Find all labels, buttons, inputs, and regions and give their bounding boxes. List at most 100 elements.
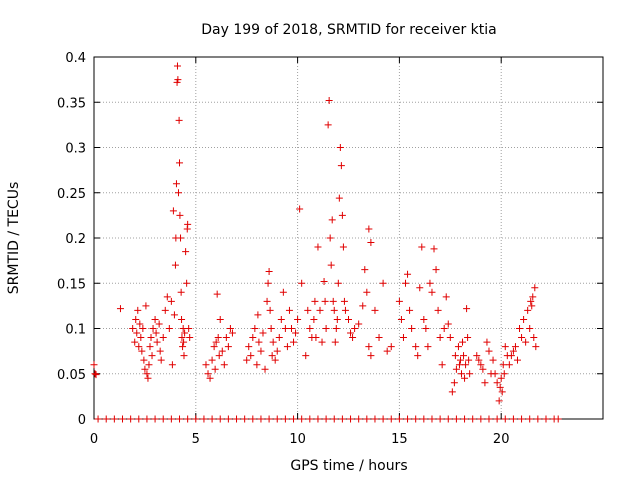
data-point bbox=[451, 352, 459, 360]
data-point bbox=[176, 159, 184, 167]
data-point bbox=[151, 315, 159, 323]
data-point bbox=[220, 361, 228, 369]
data-point bbox=[355, 415, 363, 423]
data-point bbox=[178, 334, 186, 342]
data-point bbox=[406, 306, 414, 314]
data-point bbox=[455, 361, 463, 369]
data-point bbox=[210, 343, 218, 351]
data-point bbox=[127, 415, 135, 423]
data-point bbox=[489, 356, 497, 364]
data-point bbox=[174, 76, 182, 84]
data-point bbox=[156, 347, 164, 355]
x-tick-label: 10 bbox=[289, 432, 306, 447]
data-point bbox=[129, 325, 137, 332]
data-point bbox=[208, 415, 216, 423]
data-point bbox=[264, 279, 272, 287]
data-point bbox=[387, 415, 395, 423]
data-point bbox=[152, 329, 160, 337]
data-point bbox=[452, 365, 460, 373]
data-point bbox=[267, 325, 275, 332]
data-point bbox=[316, 306, 324, 314]
data-point bbox=[438, 361, 446, 369]
data-point bbox=[167, 297, 175, 305]
data-point bbox=[133, 329, 141, 337]
data-point bbox=[414, 352, 422, 360]
data-point bbox=[524, 306, 532, 314]
data-point bbox=[143, 415, 151, 423]
data-point bbox=[310, 315, 318, 323]
data-point bbox=[454, 343, 462, 351]
data-point bbox=[337, 162, 345, 170]
data-point bbox=[338, 415, 346, 423]
data-point bbox=[456, 356, 464, 364]
data-point bbox=[324, 121, 332, 129]
data-point bbox=[180, 352, 188, 360]
data-point bbox=[140, 356, 148, 364]
x-tick-label: 15 bbox=[391, 432, 408, 447]
data-point bbox=[245, 343, 253, 351]
data-point bbox=[320, 277, 328, 285]
data-point bbox=[446, 334, 454, 342]
data-point bbox=[444, 320, 452, 328]
data-point bbox=[177, 234, 185, 242]
data-point bbox=[279, 288, 287, 296]
data-point bbox=[418, 243, 426, 251]
data-point bbox=[333, 315, 341, 323]
data-point bbox=[257, 415, 265, 423]
data-point bbox=[493, 379, 501, 387]
data-point bbox=[434, 306, 442, 314]
data-point bbox=[183, 279, 191, 287]
data-point bbox=[532, 343, 540, 351]
y-tick-label: 0.4 bbox=[65, 51, 86, 66]
data-point bbox=[247, 352, 255, 360]
data-point bbox=[420, 315, 428, 323]
data-point bbox=[509, 415, 517, 423]
data-point bbox=[505, 361, 513, 369]
data-point bbox=[249, 415, 257, 423]
data-point bbox=[473, 352, 481, 360]
data-point bbox=[326, 234, 334, 242]
data-point bbox=[233, 415, 241, 423]
data-point bbox=[302, 352, 310, 360]
data-point bbox=[141, 365, 149, 373]
data-point bbox=[222, 334, 230, 342]
data-point bbox=[182, 248, 190, 256]
data-point bbox=[147, 334, 155, 342]
data-point bbox=[298, 279, 306, 287]
data-point bbox=[135, 415, 143, 423]
data-point bbox=[463, 305, 471, 313]
data-point bbox=[92, 371, 100, 379]
data-point bbox=[457, 370, 465, 378]
data-point bbox=[347, 415, 355, 423]
x-tick-label: 5 bbox=[192, 432, 200, 447]
data-point bbox=[171, 261, 179, 269]
data-point bbox=[259, 329, 267, 337]
data-point bbox=[149, 325, 157, 332]
data-point bbox=[528, 302, 536, 310]
data-point bbox=[213, 290, 221, 298]
data-point bbox=[334, 279, 342, 287]
data-point bbox=[530, 334, 538, 342]
data-point bbox=[383, 347, 391, 355]
data-point bbox=[500, 370, 508, 378]
data-point bbox=[430, 245, 438, 253]
data-point bbox=[404, 415, 412, 423]
x-tick-label: 20 bbox=[493, 432, 510, 447]
data-point bbox=[325, 96, 333, 104]
data-point bbox=[365, 343, 373, 351]
data-point bbox=[464, 334, 472, 342]
data-point bbox=[375, 334, 383, 342]
data-point bbox=[365, 225, 373, 233]
data-point bbox=[462, 361, 470, 369]
data-point bbox=[422, 325, 430, 332]
data-point bbox=[404, 270, 412, 278]
data-point bbox=[428, 288, 436, 296]
data-point bbox=[131, 338, 139, 346]
data-point bbox=[522, 338, 530, 346]
data-point bbox=[491, 370, 499, 378]
data-point bbox=[412, 343, 420, 351]
data-point bbox=[169, 207, 177, 215]
data-point bbox=[251, 325, 259, 332]
data-point bbox=[338, 211, 346, 219]
data-point bbox=[163, 293, 171, 301]
